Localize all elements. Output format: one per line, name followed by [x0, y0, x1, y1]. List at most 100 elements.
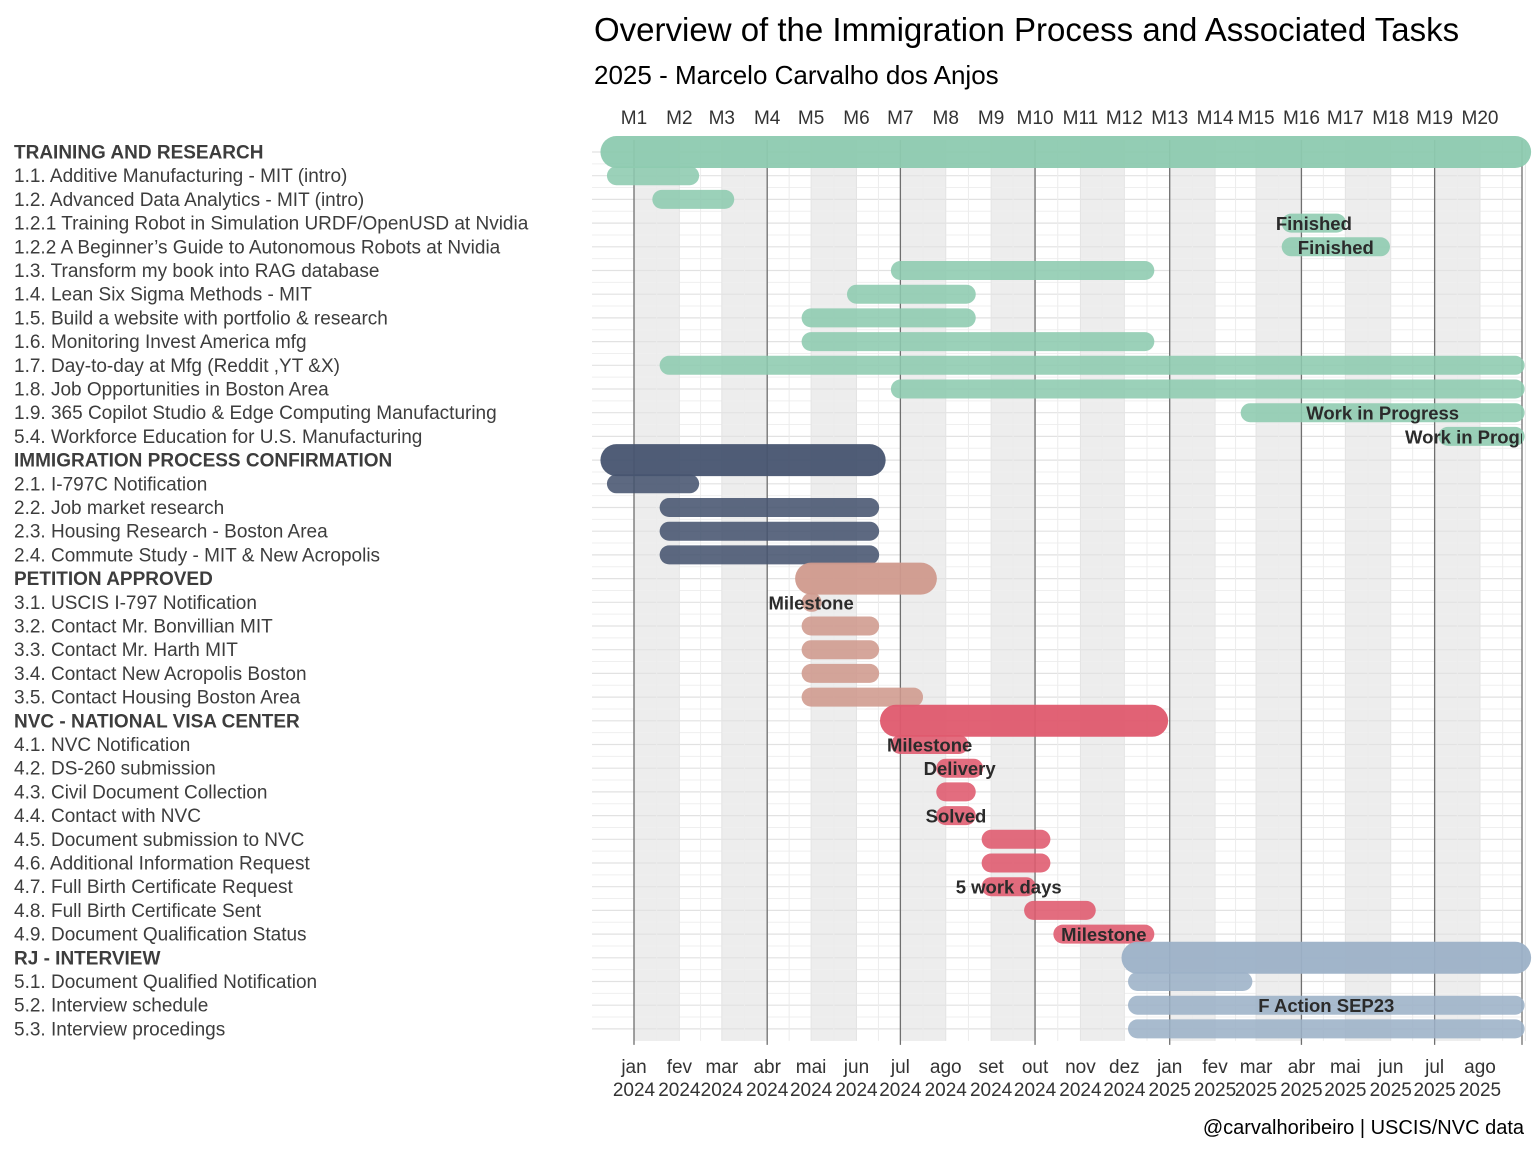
task-label: 1.9. 365 Copilot Studio & Edge Computing… [14, 403, 497, 424]
bottom-tick-year: 2024 [790, 1080, 833, 1101]
bar-annotation: Delivery [924, 758, 997, 779]
bottom-tick-year: 2024 [658, 1080, 701, 1101]
task-label: 2.3. Housing Research - Boston Area [14, 522, 328, 543]
bottom-tick-month: set [978, 1057, 1004, 1078]
task-label: 1.4. Lean Six Sigma Methods - MIT [14, 285, 312, 306]
bottom-tick-year: 2024 [925, 1080, 968, 1101]
top-tick-label: M12 [1106, 108, 1143, 129]
bar-annotation: Work in Progress [1306, 403, 1459, 424]
top-tick-label: M3 [709, 108, 735, 129]
top-tick-label: M13 [1151, 108, 1188, 129]
top-tick-label: M8 [933, 108, 959, 129]
task-label: 4.3. Civil Document Collection [14, 782, 267, 803]
top-tick-label: M10 [1017, 108, 1054, 129]
chart-caption: @carvalhoribeiro | USCIS/NVC data [1203, 1117, 1525, 1139]
top-tick-label: M20 [1462, 108, 1499, 129]
bar-annotation: Milestone [1061, 924, 1146, 945]
task-label: 3.5. Contact Housing Boston Area [14, 688, 301, 709]
group-label: TRAINING AND RESEARCH [14, 143, 263, 164]
bottom-axis: jan2024fev2024mar2024abr2024mai2024jun20… [613, 1057, 1501, 1101]
top-tick-label: M18 [1372, 108, 1409, 129]
bar-annotation: Solved [926, 806, 987, 827]
bottom-tick-year: 2025 [1413, 1080, 1455, 1101]
bottom-tick-month: mai [796, 1057, 827, 1078]
task-label: 5.1. Document Qualified Notification [14, 972, 317, 993]
task-label: 3.4. Contact New Acropolis Boston [14, 664, 307, 685]
bottom-tick-year: 2025 [1149, 1080, 1191, 1101]
bottom-tick-year: 2024 [701, 1080, 744, 1101]
group-label: NVC - NATIONAL VISA CENTER [14, 711, 300, 732]
group-label: PETITION APPROVED [14, 569, 213, 590]
bottom-tick-month: mai [1330, 1057, 1361, 1078]
bottom-tick-month: mar [705, 1057, 738, 1078]
task-label: 2.1. I-797C Notification [14, 474, 207, 495]
top-tick-label: M6 [843, 108, 869, 129]
task-label: 1.2. Advanced Data Analytics - MIT (intr… [14, 190, 364, 211]
task-bars [600, 136, 1532, 1039]
bottom-tick-year: 2025 [1459, 1080, 1501, 1101]
bottom-tick-year: 2024 [879, 1080, 922, 1101]
bottom-tick-month: jul [1424, 1057, 1444, 1078]
bar-annotation: Work in Progress [1405, 426, 1536, 447]
task-label: 2.4. Commute Study - MIT & New Acropolis [14, 545, 380, 566]
bar-annotation: Milestone [768, 592, 853, 613]
task-label: 1.2.1 Training Robot in Simulation URDF/… [14, 214, 529, 235]
top-tick-label: M7 [887, 108, 913, 129]
bottom-tick-month: abr [1288, 1057, 1316, 1078]
bottom-tick-month: jan [1156, 1057, 1182, 1078]
bottom-tick-year: 2024 [1059, 1080, 1102, 1101]
bar-annotation: Finished [1276, 213, 1352, 234]
top-tick-label: M2 [666, 108, 692, 129]
task-label: 4.7. Full Birth Certificate Request [14, 877, 294, 898]
top-tick-label: M14 [1197, 108, 1234, 129]
task-label: 4.8. Full Birth Certificate Sent [14, 901, 262, 922]
bottom-tick-year: 2024 [1103, 1080, 1146, 1101]
task-label: 5.2. Interview schedule [14, 996, 208, 1017]
bottom-tick-year: 2024 [1014, 1080, 1057, 1101]
top-tick-label: M11 [1063, 108, 1099, 129]
task-label: 1.8. Job Opportunities in Boston Area [14, 380, 329, 401]
bottom-tick-month: ago [930, 1057, 962, 1078]
task-label: 4.4. Contact with NVC [14, 806, 201, 827]
top-tick-label: M4 [754, 108, 781, 129]
bottom-tick-month: jun [1377, 1057, 1403, 1078]
bottom-tick-month: nov [1065, 1057, 1096, 1078]
task-label: 4.5. Document submission to NVC [14, 830, 304, 851]
bottom-tick-month: jul [890, 1057, 910, 1078]
task-label: 1.3. Transform my book into RAG database [14, 261, 379, 282]
top-axis: M1 M2 M3 M4 M5 M6 M7 M8 M9 M10 M11 M12 M13 M14 M15 M16 M… [621, 108, 1499, 129]
bottom-tick-month: out [1022, 1057, 1049, 1078]
bottom-tick-month: jun [843, 1057, 869, 1078]
bottom-tick-year: 2025 [1324, 1080, 1366, 1101]
task-label: 4.9. Document Qualification Status [14, 925, 307, 946]
task-label: 1.5. Build a website with portfolio & re… [14, 308, 388, 329]
bottom-tick-month: jan [620, 1057, 646, 1078]
group-label: IMMIGRATION PROCESS CONFIRMATION [14, 451, 392, 472]
bar-annotation: F Action SEP23 [1258, 995, 1394, 1016]
chart-subtitle: 2025 - Marcelo Carvalho dos Anjos [594, 60, 999, 90]
task-label: 5.3. Interview procedings [14, 1019, 225, 1040]
bar-annotation: 5 work days [956, 877, 1062, 898]
bottom-tick-month: ago [1464, 1057, 1496, 1078]
task-label: 1.1. Additive Manufacturing - MIT (intro… [14, 166, 347, 187]
task-label: 3.1. USCIS I-797 Notification [14, 593, 257, 614]
task-label: 4.6. Additional Information Request [14, 854, 310, 875]
bottom-tick-month: fev [1202, 1057, 1228, 1078]
task-label: 4.2. DS-260 submission [14, 759, 216, 780]
task-label: 3.2. Contact Mr. Bonvillian MIT [14, 617, 273, 638]
top-tick-label: M19 [1416, 108, 1453, 129]
task-label: 1.2.2 A Beginner’s Guide to Autonomous R… [14, 237, 501, 258]
group-label: RJ - INTERVIEW [14, 948, 160, 969]
bottom-tick-year: 2024 [746, 1080, 789, 1101]
top-tick-label: M9 [978, 108, 1004, 129]
top-tick-label: M17 [1327, 108, 1364, 129]
bar-annotation: Milestone [887, 735, 972, 756]
top-tick-label: M5 [798, 108, 824, 129]
task-label: 5.4. Workforce Education for U.S. Manufa… [14, 427, 422, 448]
top-tick-label: M16 [1283, 108, 1320, 129]
bottom-tick-year: 2025 [1235, 1080, 1277, 1101]
bottom-tick-year: 2024 [970, 1080, 1013, 1101]
